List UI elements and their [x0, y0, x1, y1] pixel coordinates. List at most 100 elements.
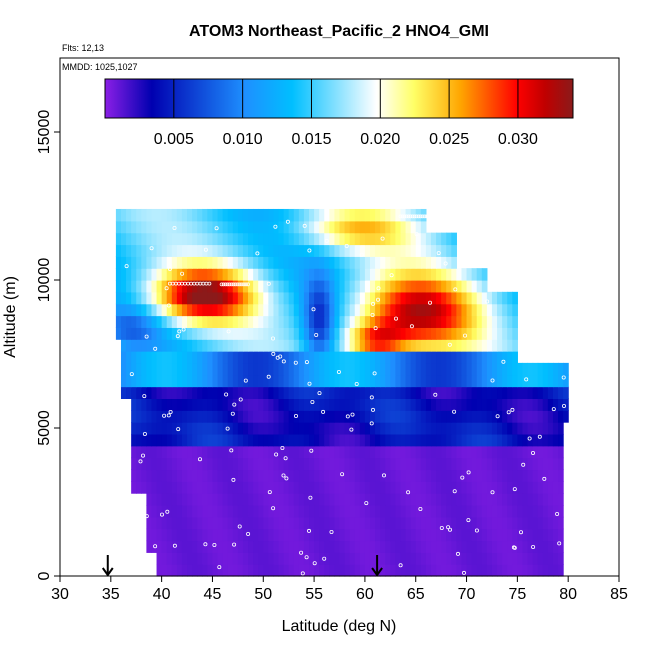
- heatmap-cell: [425, 540, 432, 553]
- sample-point: [345, 414, 350, 419]
- heatmap-cell: [456, 280, 463, 293]
- heatmap-cell: [202, 564, 208, 577]
- heatmap-cell: [349, 291, 356, 305]
- heatmap-cell: [131, 244, 137, 257]
- heatmap-cell: [314, 386, 320, 399]
- heatmap-cell: [491, 540, 498, 553]
- heatmap-cell: [171, 552, 178, 565]
- heatmap-cell: [436, 303, 442, 317]
- heatmap-cell: [364, 433, 371, 447]
- heatmap-cell: [466, 386, 473, 399]
- heatmap-cell: [268, 516, 275, 530]
- heatmap-cell: [425, 244, 432, 257]
- heatmap-cell: [288, 256, 295, 269]
- heatmap-cell: [166, 268, 173, 281]
- heatmap-cell: [375, 327, 381, 340]
- heatmap-cell: [156, 220, 163, 234]
- heatmap-cell: [151, 256, 158, 269]
- heatmap-cell: [176, 303, 183, 317]
- heatmap-cell: [425, 280, 432, 293]
- heatmap-cell: [141, 291, 147, 305]
- x-tick-label-6: 60: [356, 586, 374, 603]
- heatmap-cell: [507, 422, 513, 435]
- heatmap-cell: [329, 244, 336, 257]
- heatmap-cell: [242, 220, 249, 234]
- heatmap-cell: [258, 540, 264, 553]
- heatmap-cell: [293, 445, 300, 459]
- heatmap-cell: [156, 540, 163, 553]
- heatmap-cell: [461, 445, 468, 459]
- heatmap-cell: [222, 362, 229, 376]
- heatmap-cell: [146, 433, 153, 447]
- heatmap-cell: [451, 303, 457, 317]
- heatmap-cell: [547, 516, 554, 530]
- heatmap-cell: [197, 327, 203, 340]
- heatmap-cell: [237, 422, 244, 435]
- heatmap-cell: [197, 528, 203, 542]
- heatmap-cell: [202, 469, 208, 482]
- heatmap-cell: [369, 552, 376, 565]
- heatmap-cell: [481, 528, 488, 542]
- sample-point: [275, 355, 280, 360]
- heatmap-cell: [324, 268, 330, 281]
- heatmap-cell: [136, 351, 142, 364]
- heatmap-cell: [232, 564, 239, 577]
- heatmap-cell: [349, 504, 356, 518]
- heatmap-cell: [446, 504, 452, 518]
- heatmap-cell: [187, 303, 193, 317]
- sample-point: [293, 360, 298, 365]
- heatmap-cell: [497, 374, 503, 388]
- heatmap-cell: [283, 280, 290, 293]
- heatmap-cell: [537, 552, 544, 565]
- sample-point: [447, 342, 452, 347]
- heatmap-cell: [187, 339, 193, 352]
- heatmap-cell: [344, 220, 351, 234]
- heatmap-cell: [369, 528, 376, 542]
- heatmap-cell: [319, 315, 325, 328]
- heatmap-cell: [268, 351, 275, 364]
- heatmap-cell: [161, 351, 168, 364]
- sample-point: [224, 392, 229, 397]
- heatmap-cell: [253, 303, 259, 317]
- heatmap-cell: [380, 315, 386, 328]
- heatmap-cell: [334, 208, 341, 222]
- heatmap-cell: [161, 516, 168, 530]
- heatmap-cell: [481, 504, 488, 518]
- heatmap-cell: [237, 528, 244, 542]
- heatmap-cell: [197, 268, 203, 281]
- heatmap-cell: [385, 244, 391, 257]
- sample-point: [274, 452, 279, 457]
- x-tick-label-2: 40: [153, 586, 171, 603]
- heatmap-cell: [375, 422, 381, 435]
- heatmap-cell: [181, 232, 188, 246]
- heatmap-cell: [253, 339, 259, 352]
- x-tick-label-11: 85: [610, 586, 628, 603]
- heatmap-cell: [253, 481, 259, 494]
- heatmap-cell: [436, 339, 442, 352]
- heatmap-cell: [217, 422, 224, 435]
- heatmap-cell: [314, 208, 320, 222]
- heatmap-cell: [298, 564, 305, 577]
- heatmap-cell: [166, 386, 173, 399]
- heatmap-cell: [446, 386, 452, 399]
- heatmap-cell: [283, 528, 290, 542]
- heatmap-cell: [425, 433, 432, 447]
- heatmap-cell: [491, 351, 498, 364]
- heatmap-cell: [207, 232, 214, 246]
- heatmap-cell: [375, 268, 381, 281]
- heatmap-cell: [491, 552, 498, 565]
- heatmap-cell: [354, 445, 361, 459]
- heatmap-cell: [364, 398, 371, 411]
- heatmap-cell: [181, 327, 188, 340]
- heatmap-cell: [410, 528, 417, 542]
- heatmap-cell: [212, 208, 219, 222]
- heatmap-cell: [436, 445, 442, 459]
- heatmap-cell: [537, 374, 544, 388]
- heatmap-cell: [430, 410, 437, 423]
- heatmap-cell: [283, 303, 290, 317]
- heatmap-cell: [303, 220, 310, 234]
- heatmap-cell: [339, 564, 346, 577]
- heatmap-cell: [385, 493, 391, 506]
- heatmap-cell: [405, 528, 412, 542]
- heatmap-cell: [385, 398, 391, 411]
